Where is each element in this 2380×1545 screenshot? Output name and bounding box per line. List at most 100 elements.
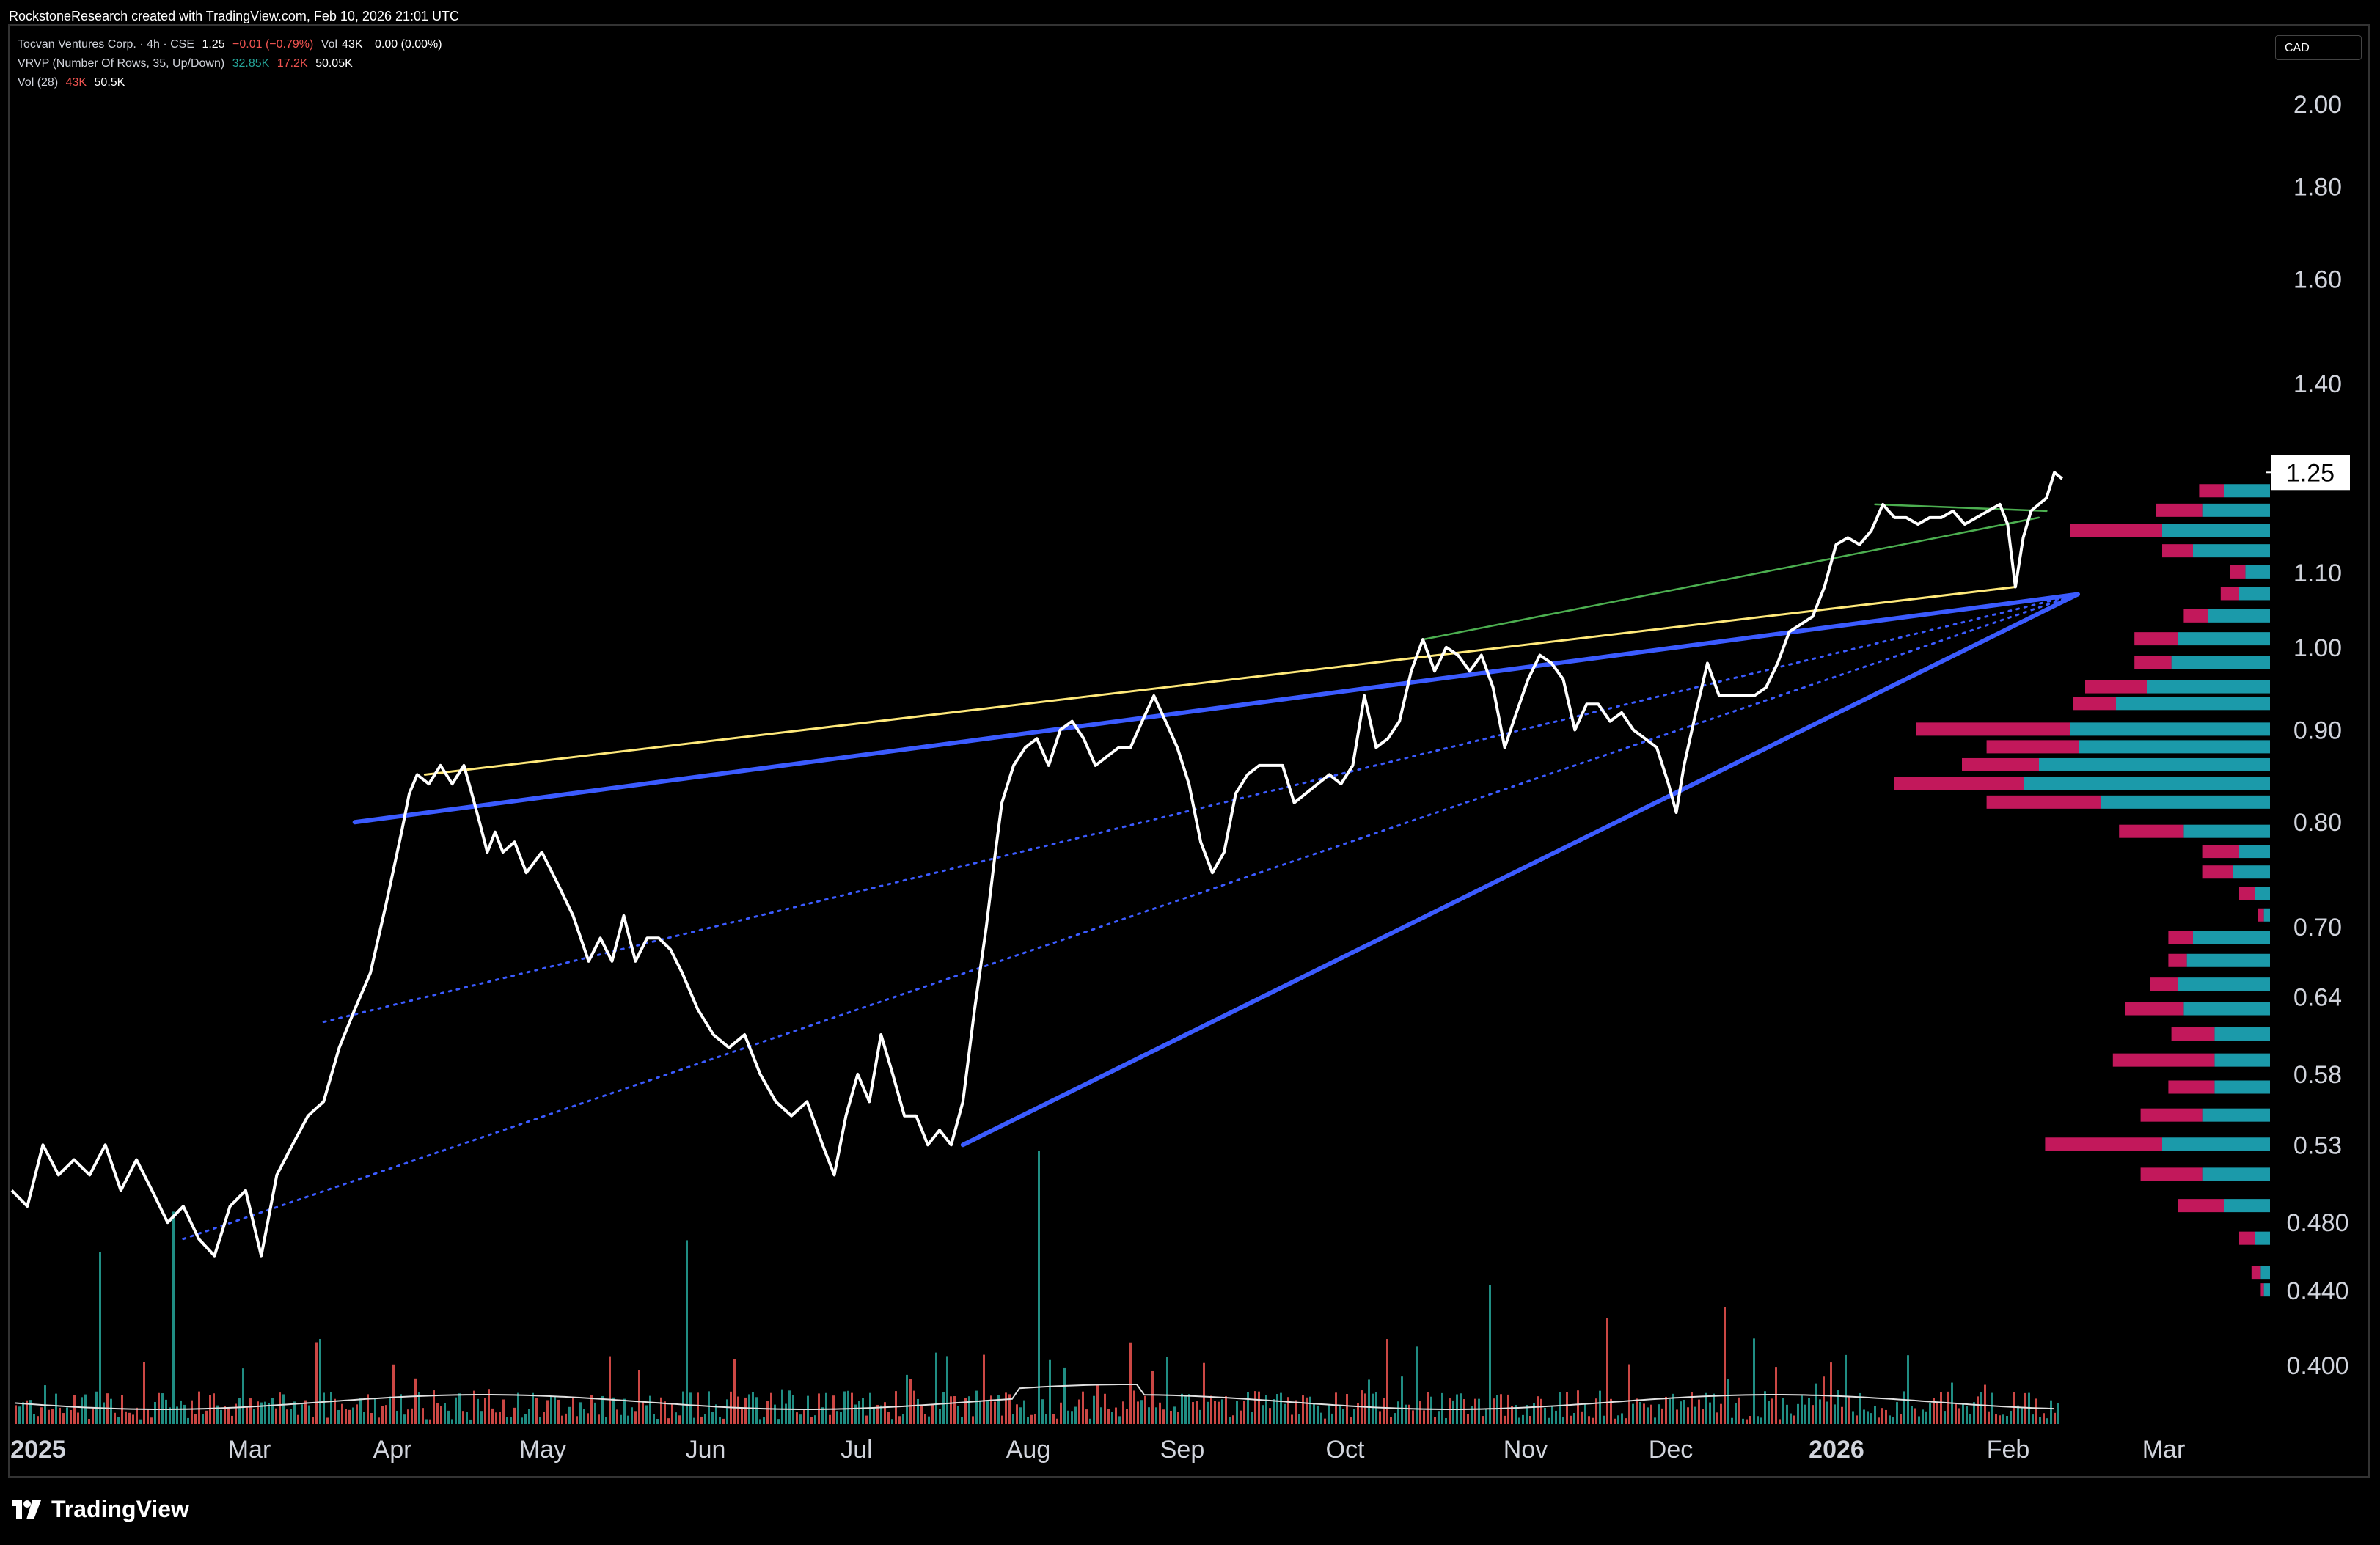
volume-bar xyxy=(895,1391,897,1424)
volume-bar xyxy=(1900,1414,1902,1424)
volume-bar xyxy=(466,1412,468,1424)
volume-bar xyxy=(1071,1411,1073,1424)
volume-bar xyxy=(33,1414,35,1424)
volume-bar xyxy=(1240,1410,1242,1424)
volume-bar xyxy=(1001,1415,1003,1424)
volume-bar xyxy=(1665,1396,1667,1424)
volume-bar xyxy=(1676,1409,1678,1424)
volume-bars xyxy=(14,1151,2059,1424)
volume-bar xyxy=(1962,1404,1964,1424)
volume-bar xyxy=(1251,1412,1253,1424)
y-tick-label: 0.64 xyxy=(2293,984,2342,1012)
volume-bar xyxy=(1716,1412,1718,1424)
tradingview-logo-icon xyxy=(12,1500,44,1520)
volume-bar xyxy=(972,1416,974,1424)
volume-bar xyxy=(1342,1409,1344,1424)
volume-bar xyxy=(458,1393,461,1424)
volume-bar xyxy=(326,1417,329,1424)
volume-bar xyxy=(565,1413,567,1424)
volume-bar xyxy=(187,1417,189,1424)
volume-bar xyxy=(209,1395,211,1424)
volume-bar xyxy=(297,1414,299,1424)
volume-bar xyxy=(1797,1403,1799,1424)
x-axis[interactable]: 2025 Mar Apr May Jun Jul Aug Sep Oct Nov Dec 2026 Fe… xyxy=(10,1436,2185,1464)
x-tick-label: May xyxy=(519,1436,566,1464)
y-tick-label: 2.00 xyxy=(2293,91,2342,119)
volma-legend[interactable]: Vol (28) 43K 50.5K xyxy=(18,76,129,89)
volume-bar xyxy=(1346,1394,1348,1424)
volume-bar xyxy=(1614,1418,1616,1424)
volume-bar xyxy=(1779,1419,1781,1424)
volume-bar xyxy=(81,1397,83,1424)
volume-profile-up-bar xyxy=(2116,697,2270,711)
volume-bar xyxy=(1181,1393,1183,1424)
volume-bar xyxy=(433,1390,435,1424)
x-tick-label: Oct xyxy=(1326,1436,1365,1464)
volume-bar xyxy=(942,1392,945,1424)
volume-bar xyxy=(1606,1318,1608,1424)
volume-bar xyxy=(345,1409,347,1424)
volume-bar xyxy=(392,1364,395,1424)
volume-profile-down-bar xyxy=(2199,484,2224,498)
y-axis[interactable]: 2.00 1.80 1.60 1.40 1.10 1.00 0.90 0.80 0.70 0.64… xyxy=(2266,91,2350,1380)
volume-bar xyxy=(931,1405,934,1424)
volume-bar xyxy=(1162,1409,1165,1424)
volume-bar xyxy=(370,1413,373,1424)
volume-bar xyxy=(689,1392,692,1424)
volume-bar xyxy=(103,1402,105,1424)
volume-bar xyxy=(939,1409,941,1424)
volume-bar xyxy=(1826,1401,1828,1424)
volume-bar xyxy=(1621,1413,1623,1424)
volume-bar xyxy=(1863,1409,1865,1424)
volume-bar xyxy=(675,1412,677,1424)
volume-bar xyxy=(964,1398,967,1424)
volume-bar xyxy=(755,1397,758,1424)
volume-bar xyxy=(821,1407,824,1424)
volume-bar xyxy=(598,1414,600,1424)
volume-bar xyxy=(469,1419,472,1424)
volume-bar xyxy=(429,1419,431,1424)
volume-bar xyxy=(1859,1392,1861,1424)
volume-bar xyxy=(205,1410,208,1424)
volume-bar xyxy=(491,1408,494,1424)
x-tick-label: Jun xyxy=(686,1436,726,1464)
volume-bar xyxy=(1980,1392,1982,1424)
volume-bar xyxy=(1166,1357,1168,1424)
volume-bar xyxy=(2054,1412,2056,1424)
volume-bar xyxy=(1680,1401,1682,1424)
volume-bar xyxy=(363,1412,365,1424)
currency-button[interactable]: CAD xyxy=(2275,35,2362,60)
volume-bar xyxy=(766,1401,769,1424)
volume-profile-down-bar xyxy=(2125,1002,2184,1016)
volume-bar xyxy=(1548,1417,1550,1424)
volume-bar xyxy=(51,1409,54,1424)
volume-bar xyxy=(1522,1414,1524,1424)
volume-bar xyxy=(1078,1399,1080,1424)
volume-bar xyxy=(260,1402,263,1424)
volume-bar xyxy=(1603,1415,1605,1424)
volume-bar xyxy=(348,1409,351,1424)
y-tick-label: 0.480 xyxy=(2286,1209,2348,1237)
volume-bar xyxy=(1592,1417,1594,1424)
volume-bar xyxy=(194,1413,197,1424)
volume-bar xyxy=(1870,1413,1872,1424)
volume-bar xyxy=(2013,1392,2015,1424)
volume-bar xyxy=(1658,1404,1660,1424)
volume-bar xyxy=(1027,1417,1029,1424)
vrvp-legend[interactable]: VRVP (Number Of Rows, 35, Up/Down) 32.85… xyxy=(18,57,357,70)
volume-profile-down-bar xyxy=(1986,740,2079,754)
y-tick-label: 0.70 xyxy=(2293,914,2342,942)
volume-bar xyxy=(1768,1401,1770,1424)
volume-bar xyxy=(1489,1285,1491,1424)
volume-bar xyxy=(1856,1415,1858,1424)
volume-bar xyxy=(1852,1411,1854,1424)
volume-bar xyxy=(88,1419,90,1424)
volume-bar xyxy=(810,1417,813,1424)
volume-bar xyxy=(1559,1392,1561,1424)
tradingview-brand[interactable]: TradingView xyxy=(12,1496,189,1523)
symbol-legend[interactable]: Tocvan Ventures Corp. · 4h · CSE 1.25 −0… xyxy=(18,38,447,51)
volume-bar xyxy=(840,1412,842,1424)
volume-bar xyxy=(1724,1307,1726,1424)
volume-bar xyxy=(304,1400,307,1424)
